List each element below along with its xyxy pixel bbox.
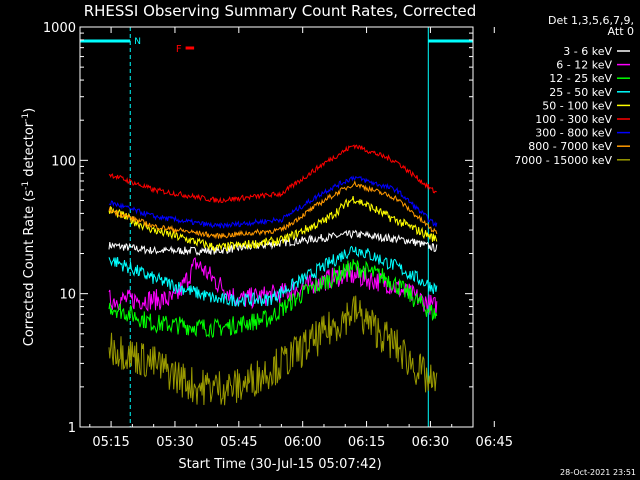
flare-label: F — [176, 44, 182, 55]
y-axis-label-sup1: -1 — [21, 181, 31, 190]
y-axis-label-mid: detector — [22, 121, 37, 181]
legend-label: 25 - 50 keV — [549, 86, 612, 99]
y-axis-label-sup2: -1 — [21, 113, 31, 122]
x-axis-ticks: 05:15 05:30 05:45 06:00 06:15 06:30 06:45 — [89, 27, 513, 450]
legend-label: 50 - 100 keV — [542, 99, 612, 112]
timestamp: 28-Oct-2021 23:51 — [560, 468, 636, 477]
flare-intervals: F — [176, 44, 195, 55]
x-tick-label: 05:30 — [156, 435, 193, 450]
legend-label: 800 - 7000 keV — [528, 140, 612, 153]
x-tick-label: 05:45 — [220, 435, 257, 450]
y-tick-label: 1000 — [43, 21, 76, 36]
y-tick-label: 10 — [59, 288, 76, 303]
y-tick-label: 100 — [51, 154, 76, 169]
y-axis-label: Corrected Count Rate (s-1 detector-1) — [21, 108, 37, 346]
plot-frame — [79, 26, 474, 428]
y-tick-label: 1 — [68, 421, 76, 436]
series-line — [108, 245, 438, 307]
y-axis-label-end: ) — [22, 108, 37, 113]
series-line — [108, 259, 438, 339]
legend-label: 6 - 12 keV — [556, 59, 612, 72]
night-label: N — [134, 37, 141, 47]
x-tick-label: 06:30 — [412, 435, 449, 450]
x-tick-label: 06:00 — [284, 435, 321, 450]
x-tick-label: 06:15 — [348, 435, 385, 450]
legend-label: 12 - 25 keV — [549, 72, 612, 85]
series-layer — [108, 144, 438, 406]
x-axis-label: Start Time (30-Jul-15 05:07:42) — [178, 457, 381, 472]
y-axis-ticks: 1 10 100 1000 — [43, 21, 473, 436]
legend-header: Att 0 — [608, 25, 634, 38]
series-line — [108, 257, 438, 317]
legend-label: 100 - 300 keV — [535, 113, 612, 126]
legend-label: 3 - 6 keV — [563, 45, 612, 58]
x-tick-label: 05:15 — [92, 435, 129, 450]
series-line — [108, 180, 438, 240]
legend-label: 300 - 800 keV — [535, 127, 612, 140]
chart-title: RHESSI Observing Summary Count Rates, Co… — [84, 2, 477, 20]
y-axis-label-main: Corrected Count Rate (s — [22, 190, 37, 347]
series-line — [108, 195, 438, 253]
x-tick-label: 06:45 — [476, 435, 513, 450]
legend-header: Det 1,3,5,6,7,9, — [548, 14, 634, 27]
series-line — [108, 144, 437, 204]
series-line — [108, 175, 438, 229]
legend-label: 7000 - 15000 keV — [514, 154, 612, 167]
series-line — [108, 295, 438, 406]
